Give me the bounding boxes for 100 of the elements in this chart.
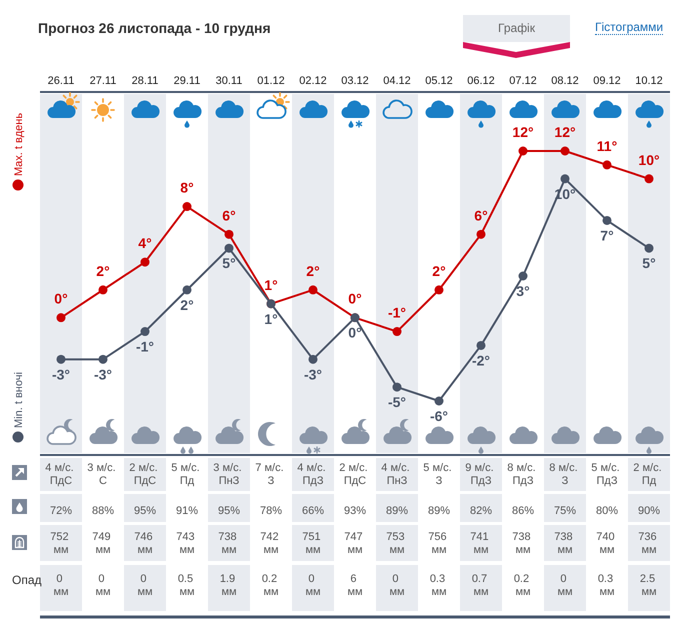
text: 89% — [428, 505, 450, 517]
x-tick-label: 06.12 — [467, 75, 495, 87]
text: 0 мм — [557, 573, 573, 598]
data-label: 11° — [596, 138, 618, 154]
text: 0 мм — [137, 573, 153, 598]
point — [98, 285, 108, 294]
x-tick-label: 10.12 — [635, 75, 663, 87]
text: 6 мм — [347, 573, 363, 598]
text: 93% — [344, 505, 366, 517]
point — [392, 382, 402, 392]
data-label: 1° — [264, 310, 278, 327]
data-label: 5° — [642, 255, 656, 272]
text: 8 м/с. З — [549, 462, 581, 487]
text: 742 мм — [260, 531, 282, 556]
data-label: -6° — [430, 408, 448, 424]
text: 4 м/с. ПнЗ — [381, 462, 413, 487]
point — [98, 354, 108, 364]
data-label: 3° — [516, 283, 530, 299]
text: Опад — [12, 573, 42, 587]
text: 756 мм — [428, 531, 450, 556]
text: 1.9 мм — [220, 573, 238, 598]
text: 3 м/с. ПнЗ — [213, 462, 245, 487]
text: 0.2 мм — [262, 573, 280, 598]
point — [560, 174, 570, 184]
point — [644, 174, 654, 184]
text: 4 м/с. ПдЗ — [297, 462, 329, 487]
x-tick-label: 03.12 — [341, 75, 369, 87]
point — [56, 354, 66, 364]
text: 2 м/с. Пд — [633, 462, 665, 487]
x-tick-label: 30.11 — [216, 75, 242, 87]
data-label: -2° — [472, 352, 490, 368]
text: 736 мм — [638, 531, 660, 556]
point — [182, 285, 192, 294]
data-label: 12° — [512, 124, 534, 140]
text: 738 мм — [554, 531, 576, 556]
text: 72% — [50, 505, 72, 517]
chart-title: Прогноз 26 листопада - 10 грудня — [38, 20, 271, 36]
data-label: 1° — [264, 276, 278, 293]
text: 5 м/с. Пд — [171, 462, 203, 487]
text: 740 мм — [596, 531, 618, 556]
text: 0.3 мм — [430, 573, 448, 598]
point — [476, 230, 486, 239]
point — [644, 244, 654, 253]
data-label: 7° — [600, 227, 614, 244]
text: 2.5 мм — [640, 573, 658, 598]
point — [518, 272, 528, 280]
text: 78% — [260, 505, 282, 517]
text: 5 м/с. ПдЗ — [591, 462, 623, 487]
text: 8 м/с. ПдЗ — [507, 462, 539, 487]
data-label: -3° — [52, 366, 70, 382]
text: 738 мм — [512, 531, 534, 556]
text: 66% — [302, 505, 324, 517]
x-tick-label: 28.11 — [132, 75, 158, 87]
text: 9 м/с. ПдЗ — [465, 462, 497, 487]
data-label: 10° — [638, 152, 660, 168]
x-tick-label: 29.11 — [174, 75, 200, 87]
point — [308, 354, 318, 364]
text: 82% — [470, 505, 492, 517]
text: 80% — [596, 505, 618, 517]
text: 752 мм — [50, 531, 72, 556]
data-label: 2° — [96, 262, 110, 279]
point — [140, 327, 150, 336]
x-tick-label: 27.11 — [90, 75, 116, 87]
text: 2 м/с. ПдС — [339, 462, 371, 487]
text: 0.2 мм — [514, 573, 532, 598]
point — [476, 340, 486, 350]
text: Гістограмми — [595, 20, 664, 35]
data-label: 6° — [474, 207, 488, 224]
point — [56, 313, 66, 322]
text: 743 мм — [176, 531, 198, 556]
point — [140, 258, 150, 267]
x-tick-label: 26.11 — [48, 75, 74, 87]
x-tick-label: 04.12 — [383, 75, 411, 87]
data-label: -3° — [94, 366, 112, 382]
point — [602, 216, 612, 225]
point — [224, 230, 234, 239]
text: 89% — [386, 505, 408, 517]
data-label: 4° — [138, 235, 152, 252]
text: 95% — [218, 505, 240, 517]
text: 0 мм — [305, 573, 321, 598]
point — [308, 285, 318, 294]
point — [434, 285, 444, 294]
data-label: 2° — [180, 296, 194, 313]
text: 753 мм — [386, 531, 408, 556]
text: 0.5 мм — [178, 573, 196, 598]
x-tick-label: 07.12 — [509, 75, 537, 87]
text: 749 мм — [92, 531, 114, 556]
x-tick-label: 09.12 — [593, 75, 621, 87]
point — [182, 202, 192, 212]
point — [518, 146, 528, 156]
x-tick-label: 08.12 — [551, 75, 579, 87]
text: 0.7 мм — [472, 573, 490, 598]
text: 741 мм — [470, 531, 492, 556]
text: 7 м/с. З — [255, 462, 287, 487]
text: 88% — [92, 505, 114, 517]
text: 75% — [554, 505, 576, 517]
text: 746 мм — [134, 531, 156, 556]
point — [224, 244, 234, 253]
point — [434, 396, 444, 406]
text: 86% — [512, 505, 534, 517]
